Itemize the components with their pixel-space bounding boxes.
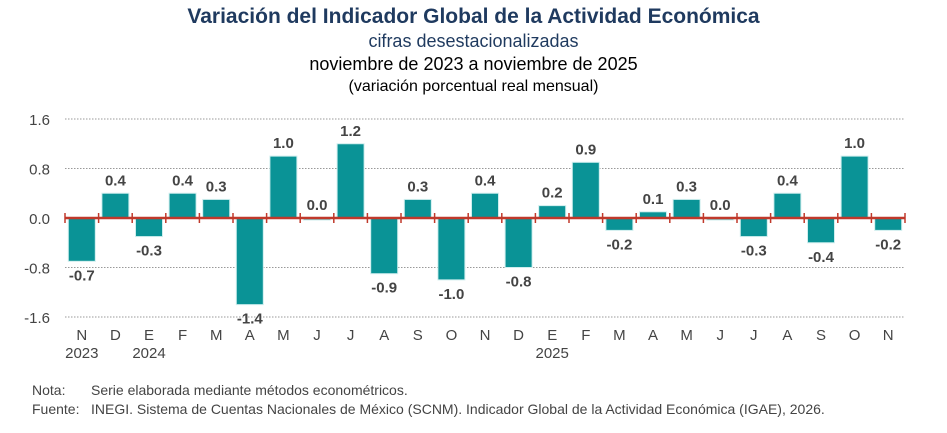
data-label: 0.4 (105, 172, 127, 189)
year-label: 2023 (65, 345, 98, 362)
x-tick-label: D (513, 327, 524, 344)
x-tick-label: M (613, 327, 626, 344)
x-tick-label: A (782, 327, 792, 344)
data-label: -0.8 (506, 274, 532, 291)
data-label: -1.4 (237, 311, 264, 328)
bar (471, 192, 499, 219)
bar (874, 217, 903, 231)
bar (773, 192, 802, 219)
x-tick-label: O (849, 327, 861, 344)
x-tick-label: M (680, 327, 693, 344)
data-label: 1.2 (340, 123, 361, 140)
y-tick-label: -0.8 (24, 261, 50, 278)
chart-title: Variación del Indicador Global de la Act… (187, 5, 760, 28)
y-tick-label: 0.8 (29, 162, 50, 179)
x-tick-label: J (313, 327, 321, 344)
x-tick-label: A (379, 327, 389, 344)
y-tick-label: -1.6 (24, 310, 50, 327)
data-label: 1.0 (273, 135, 294, 152)
data-label: 0.1 (643, 191, 664, 208)
bar (672, 198, 701, 219)
bar (67, 217, 96, 262)
data-label: -0.4 (808, 249, 835, 266)
note-label: Nota: (32, 382, 66, 398)
data-label: 0.4 (777, 172, 799, 189)
data-label: 0.3 (407, 178, 428, 195)
x-tick-label: A (648, 327, 658, 344)
x-tick-label: J (347, 327, 355, 344)
x-tick-label: S (816, 327, 826, 344)
x-tick-label: N (480, 327, 491, 344)
bar (571, 161, 600, 219)
data-label: -0.7 (69, 267, 95, 284)
bar (840, 155, 869, 219)
data-label: 0.3 (206, 178, 227, 195)
x-tick-label: E (144, 327, 154, 344)
x-tick-label: D (110, 327, 121, 344)
data-label: -0.2 (875, 236, 901, 253)
bar (336, 143, 365, 219)
data-label: -0.3 (136, 243, 162, 260)
data-label: 0.0 (710, 197, 731, 214)
bar-chart: 1.60.80.0-0.8-1.6-0.7N0.4D-0.3E0.4F0.3M-… (24, 112, 906, 362)
bar (807, 217, 835, 244)
bar (437, 217, 466, 281)
x-tick-label: F (581, 327, 590, 344)
source-text: INEGI. Sistema de Cuentas Nacionales de … (91, 401, 825, 417)
data-label: -0.9 (371, 280, 397, 297)
bar (403, 198, 432, 219)
bar (370, 217, 399, 275)
year-label: 2025 (536, 345, 569, 362)
chart-units: (variación porcentual real mensual) (348, 78, 599, 95)
y-tick-label: 1.6 (29, 112, 50, 129)
data-label: 0.4 (475, 172, 497, 189)
bar (168, 192, 197, 219)
x-tick-label: O (446, 327, 458, 344)
data-label: -1.0 (438, 286, 464, 303)
year-label: 2024 (132, 345, 165, 362)
y-tick-label: 0.0 (29, 211, 50, 228)
bar (605, 217, 634, 231)
x-tick-label: J (750, 327, 758, 344)
x-tick-label: E (547, 327, 557, 344)
note: Nota: Serie elaborada mediante métodos ec… (32, 382, 408, 398)
data-label: 1.0 (844, 135, 865, 152)
bar (202, 198, 231, 219)
bar (538, 205, 567, 219)
x-tick-label: N (76, 327, 87, 344)
bar (235, 217, 264, 306)
note-text: Serie elaborada mediante métodos economé… (91, 382, 408, 398)
data-label: 0.9 (575, 141, 596, 158)
bar (135, 217, 163, 238)
data-label: 0.3 (676, 178, 697, 195)
chart-period: noviembre de 2023 a noviembre de 2025 (309, 54, 638, 74)
bar (504, 217, 533, 268)
x-tick-label: N (883, 327, 894, 344)
data-label: -0.2 (606, 236, 632, 253)
data-label: 0.0 (307, 197, 328, 214)
chart-subtitle: cifras desestacionalizadas (368, 31, 579, 51)
data-label: 0.4 (172, 172, 194, 189)
data-label: -0.3 (741, 243, 767, 260)
x-tick-label: A (245, 327, 255, 344)
bar (269, 155, 298, 219)
data-label: 0.2 (542, 185, 563, 202)
x-tick-label: M (277, 327, 290, 344)
x-tick-label: J (716, 327, 724, 344)
source-label: Fuente: (32, 401, 80, 417)
bar (101, 192, 130, 219)
x-tick-label: S (413, 327, 423, 344)
x-tick-label: F (178, 327, 187, 344)
x-tick-label: M (210, 327, 223, 344)
source: Fuente: INEGI. Sistema de Cuentas Naciona… (32, 401, 825, 417)
bar (739, 217, 768, 238)
